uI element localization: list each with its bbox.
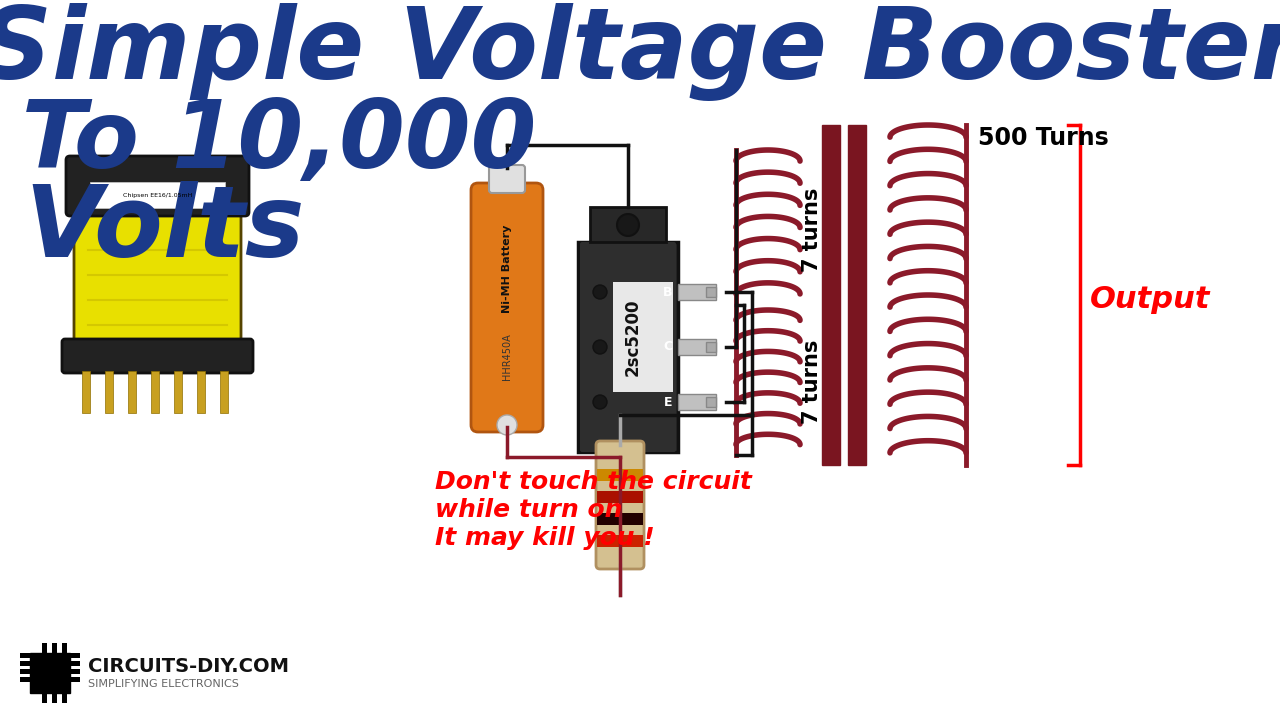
Bar (82, 371, 90, 413)
Text: CIRCUITS-DIY.COM: CIRCUITS-DIY.COM (88, 657, 289, 675)
Bar (579, 242, 678, 452)
Bar (174, 371, 182, 413)
Bar (596, 513, 643, 525)
Bar (678, 284, 716, 300)
Bar (822, 125, 840, 465)
Bar (197, 371, 205, 413)
Bar (678, 339, 716, 355)
Circle shape (617, 214, 639, 236)
Text: Ni-MH Battery: Ni-MH Battery (502, 224, 512, 312)
Text: C: C (663, 341, 672, 354)
Bar (61, 693, 67, 703)
Bar (70, 653, 79, 658)
FancyBboxPatch shape (67, 156, 250, 216)
Bar (105, 371, 113, 413)
Text: 7 turns: 7 turns (803, 340, 822, 424)
Text: Output: Output (1091, 286, 1211, 315)
Text: Simple Voltage Booster: Simple Voltage Booster (0, 3, 1280, 101)
Bar (29, 653, 70, 693)
Text: SIMPLIFYING ELECTRONICS: SIMPLIFYING ELECTRONICS (88, 679, 239, 689)
Text: 7 turns: 7 turns (803, 188, 822, 272)
Circle shape (593, 285, 607, 299)
Text: E: E (664, 395, 672, 408)
Text: 4 To 10,000: 4 To 10,000 (0, 96, 536, 188)
Bar (20, 661, 29, 666)
Bar (707, 342, 716, 352)
Bar (20, 653, 29, 658)
Text: 2sc5200: 2sc5200 (625, 298, 643, 376)
FancyBboxPatch shape (61, 339, 253, 373)
Bar (151, 371, 159, 413)
Text: while turn on: while turn on (435, 498, 622, 522)
Bar (590, 207, 666, 242)
FancyBboxPatch shape (489, 165, 525, 193)
Bar (707, 287, 716, 297)
Circle shape (497, 415, 517, 435)
Text: B: B (663, 286, 673, 299)
Bar (42, 643, 47, 653)
Text: It may kill you !: It may kill you ! (435, 526, 654, 550)
Circle shape (593, 340, 607, 354)
Bar (52, 643, 58, 653)
Bar (52, 693, 58, 703)
Bar (596, 469, 643, 481)
Bar (90, 182, 225, 208)
Bar (128, 371, 136, 413)
Text: Don't touch the circuit: Don't touch the circuit (435, 470, 751, 494)
FancyBboxPatch shape (471, 183, 543, 432)
FancyBboxPatch shape (596, 441, 644, 569)
Bar (220, 371, 228, 413)
Bar (70, 669, 79, 674)
Bar (596, 491, 643, 503)
Bar (707, 397, 716, 407)
Bar (849, 125, 867, 465)
Text: Chipsen EE16/1.05mH: Chipsen EE16/1.05mH (123, 192, 192, 197)
FancyBboxPatch shape (580, 242, 676, 452)
Text: Volts: Volts (24, 181, 305, 279)
Bar (20, 677, 29, 682)
Circle shape (593, 395, 607, 409)
Bar (678, 394, 716, 410)
Bar (613, 282, 673, 392)
Bar (61, 643, 67, 653)
Bar (70, 677, 79, 682)
Bar (42, 693, 47, 703)
FancyBboxPatch shape (74, 184, 241, 371)
Bar (596, 535, 643, 547)
Bar (70, 661, 79, 666)
Text: 500 Turns: 500 Turns (978, 126, 1108, 150)
Text: HHR450A: HHR450A (502, 333, 512, 380)
Bar (20, 669, 29, 674)
